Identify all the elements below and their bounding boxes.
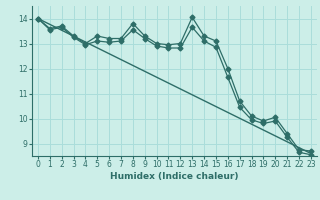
X-axis label: Humidex (Indice chaleur): Humidex (Indice chaleur) [110,172,239,181]
